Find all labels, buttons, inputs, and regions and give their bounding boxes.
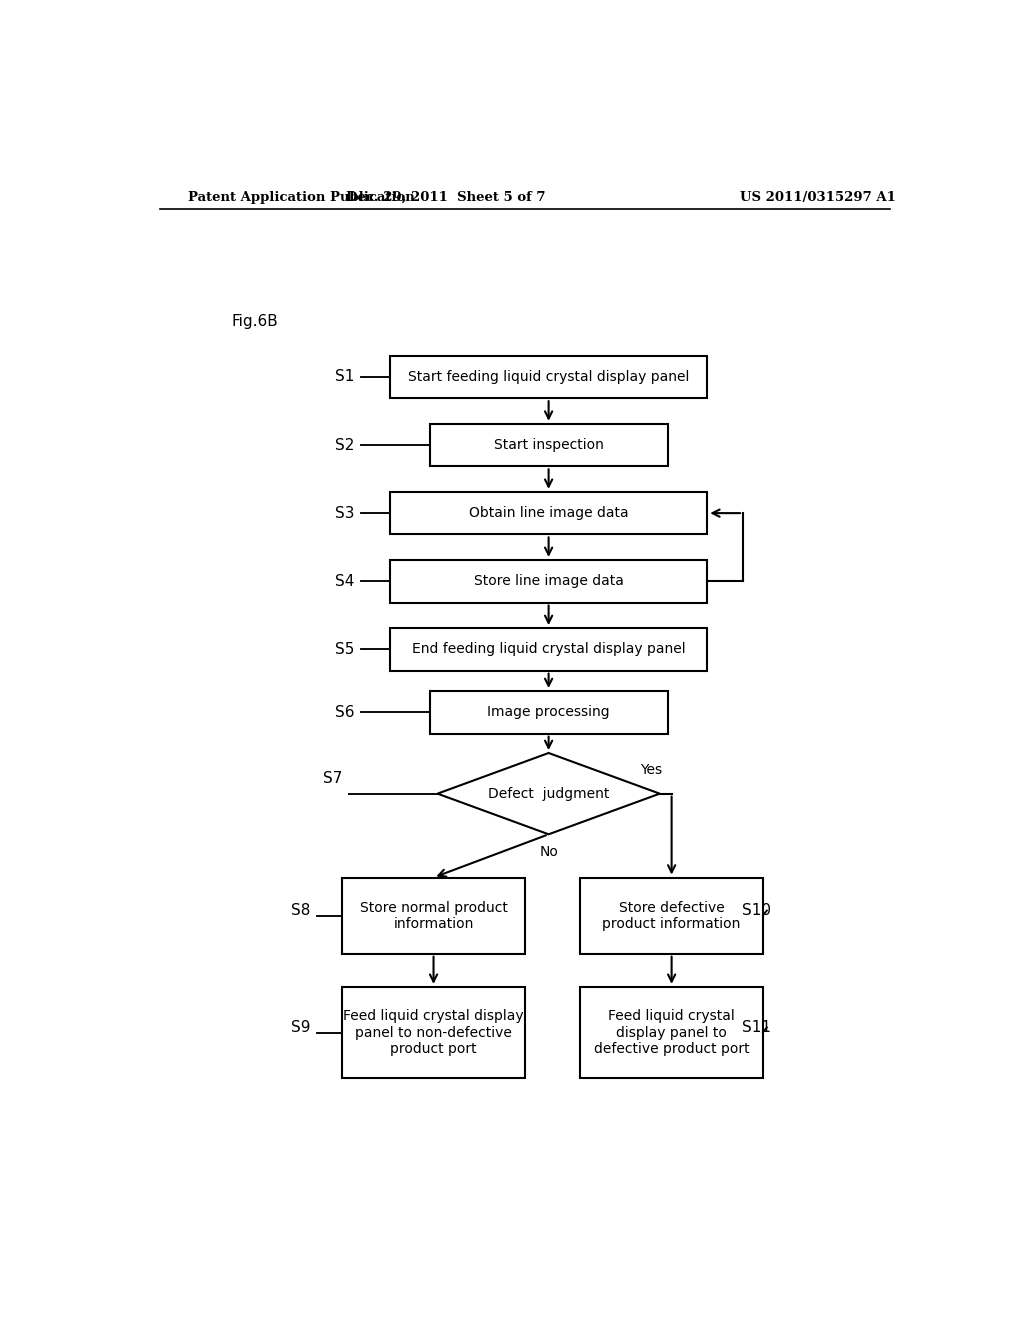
Text: Store line image data: Store line image data	[474, 574, 624, 589]
Text: Start feeding liquid crystal display panel: Start feeding liquid crystal display pan…	[408, 370, 689, 384]
Text: S3: S3	[335, 506, 354, 520]
Text: S5: S5	[335, 642, 354, 657]
Text: Store defective
product information: Store defective product information	[602, 900, 740, 931]
Text: S11: S11	[741, 1020, 771, 1035]
FancyBboxPatch shape	[430, 690, 668, 734]
FancyBboxPatch shape	[581, 987, 763, 1078]
FancyBboxPatch shape	[342, 878, 524, 954]
FancyBboxPatch shape	[390, 628, 708, 671]
Text: S10: S10	[741, 903, 771, 917]
Text: Fig.6B: Fig.6B	[231, 314, 278, 329]
FancyBboxPatch shape	[390, 355, 708, 399]
Polygon shape	[437, 752, 659, 834]
FancyBboxPatch shape	[390, 492, 708, 535]
Text: End feeding liquid crystal display panel: End feeding liquid crystal display panel	[412, 643, 685, 656]
Text: US 2011/0315297 A1: US 2011/0315297 A1	[740, 190, 896, 203]
Text: S6: S6	[335, 705, 354, 719]
Text: S8: S8	[291, 903, 310, 917]
Text: S9: S9	[291, 1020, 310, 1035]
Text: S1: S1	[335, 370, 354, 384]
Text: Yes: Yes	[640, 763, 662, 777]
Text: Feed liquid crystal display
panel to non-defective
product port: Feed liquid crystal display panel to non…	[343, 1010, 524, 1056]
Text: No: No	[540, 845, 558, 858]
Text: Obtain line image data: Obtain line image data	[469, 506, 629, 520]
Text: Patent Application Publication: Patent Application Publication	[187, 190, 415, 203]
Text: Feed liquid crystal
display panel to
defective product port: Feed liquid crystal display panel to def…	[594, 1010, 750, 1056]
Text: Image processing: Image processing	[487, 705, 610, 719]
Text: Store normal product
information: Store normal product information	[359, 900, 508, 931]
Text: Dec. 29, 2011  Sheet 5 of 7: Dec. 29, 2011 Sheet 5 of 7	[346, 190, 545, 203]
FancyBboxPatch shape	[342, 987, 524, 1078]
FancyBboxPatch shape	[390, 560, 708, 602]
FancyBboxPatch shape	[581, 878, 763, 954]
Text: S2: S2	[335, 437, 354, 453]
FancyBboxPatch shape	[430, 424, 668, 466]
Text: Start inspection: Start inspection	[494, 438, 603, 451]
Text: S4: S4	[335, 574, 354, 589]
Text: S7: S7	[323, 771, 342, 785]
Text: Defect  judgment: Defect judgment	[487, 787, 609, 801]
